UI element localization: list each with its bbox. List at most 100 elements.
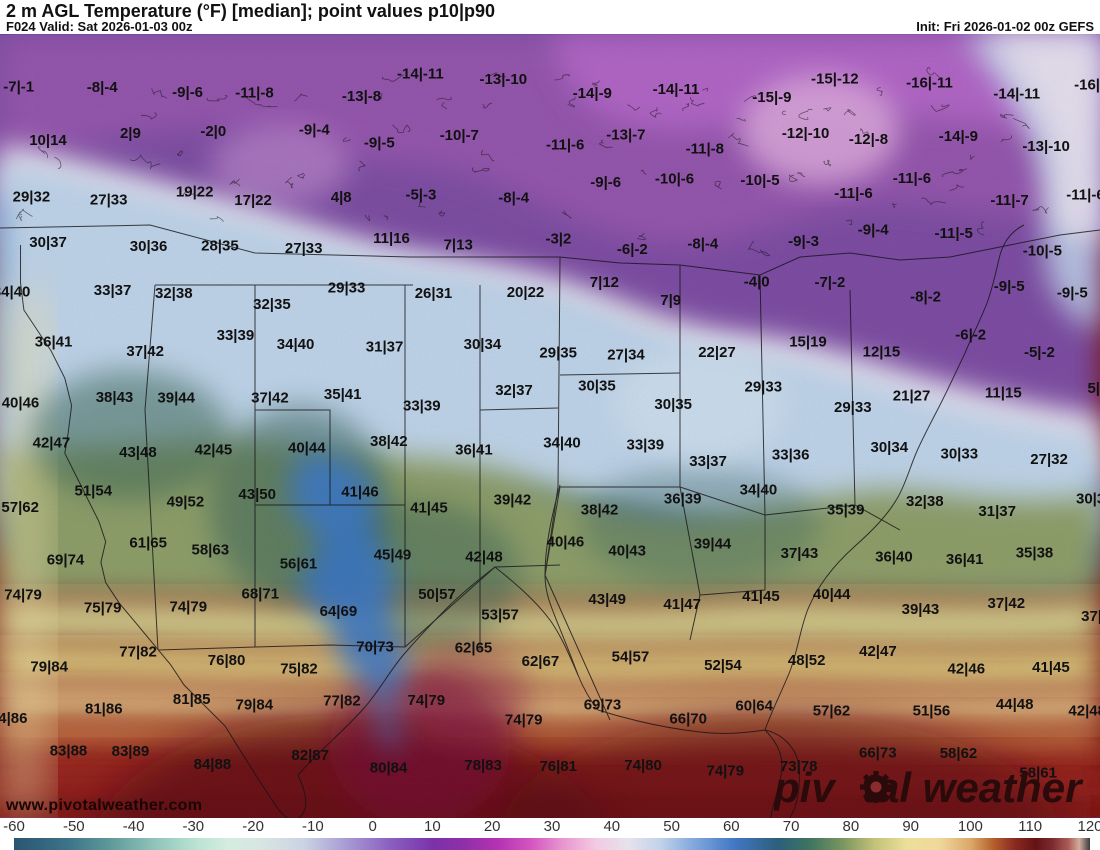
svg-text:57|62: 57|62 [813,703,851,720]
svg-text:43|48: 43|48 [119,444,157,461]
svg-text:35|38: 35|38 [1016,544,1054,561]
svg-text:-11|-6: -11|-6 [1066,187,1100,204]
svg-text:61|65: 61|65 [129,535,167,552]
svg-text:39|44: 39|44 [157,390,195,407]
svg-text:36|40: 36|40 [875,548,913,565]
svg-text:58|63: 58|63 [192,542,230,559]
svg-text:60|64: 60|64 [735,698,773,715]
svg-text:-9|-4: -9|-4 [299,121,331,138]
svg-text:30|37: 30|37 [29,234,67,251]
svg-text:84|88: 84|88 [194,756,232,773]
svg-text:69|73: 69|73 [584,696,622,713]
svg-text:82|87: 82|87 [291,747,329,764]
svg-text:10|14: 10|14 [29,132,67,149]
svg-text:5|9: 5|9 [1087,380,1100,397]
svg-text:-9|-6: -9|-6 [172,84,203,101]
svg-text:30|36: 30|36 [130,238,168,255]
svg-text:-12|-10: -12|-10 [782,125,830,142]
svg-text:34|40: 34|40 [277,336,315,353]
svg-text:70|73: 70|73 [356,639,394,656]
svg-text:43|50: 43|50 [238,486,276,503]
svg-text:34|40: 34|40 [740,481,778,498]
svg-text:32|38: 32|38 [155,285,193,302]
svg-text:74|79: 74|79 [707,762,745,779]
svg-text:79|84: 79|84 [236,696,274,713]
svg-text:42|45: 42|45 [195,441,233,458]
svg-text:33|36: 33|36 [772,446,810,463]
svg-text:56|61: 56|61 [280,556,318,573]
svg-text:77|82: 77|82 [119,644,157,661]
svg-text:7|13: 7|13 [444,236,473,253]
svg-text:-15|-12: -15|-12 [811,71,859,88]
svg-text:31|37: 31|37 [366,339,404,356]
svg-text:50|57: 50|57 [418,586,456,603]
svg-text:74|79: 74|79 [4,586,42,603]
svg-text:-14|-11: -14|-11 [397,65,444,82]
svg-text:83|88: 83|88 [50,743,88,760]
svg-text:40|44: 40|44 [813,586,851,603]
svg-text:51|56: 51|56 [913,703,951,720]
svg-text:37|42: 37|42 [126,343,164,360]
svg-text:-9|-3: -9|-3 [788,233,819,250]
svg-text:29|35: 29|35 [539,345,577,362]
svg-text:41|47: 41|47 [663,596,701,613]
svg-text:41|45: 41|45 [1032,659,1070,676]
svg-text:17|22: 17|22 [234,192,272,209]
svg-text:-8|-4: -8|-4 [687,235,719,252]
svg-text:81|86: 81|86 [85,701,123,718]
svg-text:-11|-8: -11|-8 [235,84,273,101]
svg-text:29|32: 29|32 [13,189,51,206]
svg-text:45|49: 45|49 [374,547,412,564]
svg-text:-8|-2: -8|-2 [910,289,941,306]
svg-text:-16|-11: -16|-11 [1074,76,1100,93]
svg-text:31|37: 31|37 [978,503,1016,520]
svg-text:36|41: 36|41 [946,551,984,568]
svg-text:-4|0: -4|0 [744,274,770,291]
svg-text:53|57: 53|57 [481,607,519,624]
svg-text:-13|-7: -13|-7 [606,127,645,144]
svg-text:41|45: 41|45 [410,499,448,516]
svg-text:-14|-11: -14|-11 [653,81,700,98]
svg-text:39|43: 39|43 [902,601,940,618]
svg-text:30|33: 30|33 [941,445,979,462]
svg-text:41|46: 41|46 [341,483,379,500]
svg-text:27|33: 27|33 [285,240,323,257]
svg-text:29|33: 29|33 [834,399,872,416]
svg-text:35|41: 35|41 [324,386,362,403]
svg-text:52|54: 52|54 [704,657,742,674]
svg-text:36|41: 36|41 [35,333,73,350]
svg-text:41|45: 41|45 [742,588,780,605]
svg-text:-11|-5: -11|-5 [935,225,973,242]
svg-text:75|82: 75|82 [280,661,318,678]
svg-text:38|42: 38|42 [370,433,408,450]
svg-text:piv: piv [774,764,837,811]
svg-text:-14|-9: -14|-9 [939,128,978,145]
svg-text:76|80: 76|80 [208,652,246,669]
svg-text:44|48: 44|48 [996,696,1034,713]
svg-text:39|42: 39|42 [494,491,532,508]
svg-text:4|8: 4|8 [331,189,352,206]
svg-text:42|47: 42|47 [33,435,71,452]
svg-text:42|48: 42|48 [465,548,503,565]
svg-text:-11|-6: -11|-6 [834,185,872,202]
svg-text:40|46: 40|46 [547,534,585,551]
svg-text:77|82: 77|82 [323,692,361,709]
svg-text:-13|-8: -13|-8 [342,88,381,105]
svg-text:38|43: 38|43 [96,389,134,406]
svg-text:2|9: 2|9 [120,125,141,142]
svg-text:40|44: 40|44 [288,440,326,457]
svg-text:51|54: 51|54 [75,483,113,500]
svg-text:58|62: 58|62 [940,745,978,762]
svg-text:-15|-9: -15|-9 [752,89,791,106]
svg-text:21|27: 21|27 [893,387,931,404]
svg-text:75|79: 75|79 [84,599,122,616]
svg-text:-5|-2: -5|-2 [1024,344,1055,361]
svg-text:-14|-11: -14|-11 [993,85,1040,102]
svg-text:27|33: 27|33 [90,192,128,209]
svg-text:-9|-4: -9|-4 [858,221,890,238]
svg-text:33|39: 33|39 [217,327,255,344]
svg-text:36|39: 36|39 [664,491,702,508]
svg-text:-9|-5: -9|-5 [364,135,395,152]
svg-text:19|22: 19|22 [176,184,214,201]
svg-text:-11|-6: -11|-6 [546,136,584,153]
